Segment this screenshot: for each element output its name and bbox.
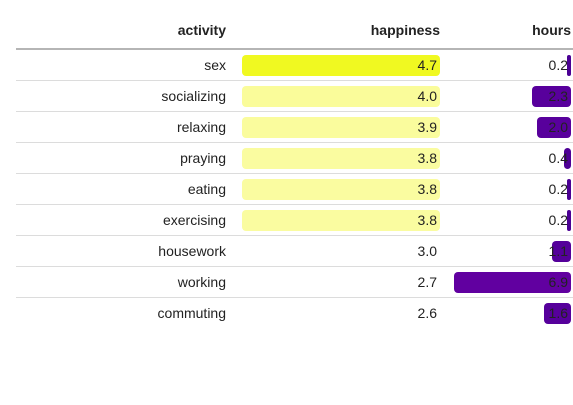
happiness-value: 4.7 xyxy=(417,56,437,73)
happiness-cell: 3.8 xyxy=(230,204,444,236)
hours-value: 6.9 xyxy=(548,273,568,290)
header-row: activity happiness hours xyxy=(16,14,573,50)
hours-value: 1.1 xyxy=(548,242,568,259)
header-happiness[interactable]: happiness xyxy=(230,14,444,50)
happiness-value: 2.7 xyxy=(417,273,437,290)
activity-cell: relaxing xyxy=(16,111,230,143)
happiness-cell: 2.7 xyxy=(230,266,444,298)
happiness-value: 3.9 xyxy=(417,118,437,135)
hours-bar xyxy=(537,116,571,138)
hours-bar xyxy=(543,302,571,324)
table-row: socializing 4.0 2.3 xyxy=(16,80,573,112)
table-row: housework 3.0 1.1 xyxy=(16,235,573,267)
table-row: working 2.7 6.9 xyxy=(16,266,573,298)
happiness-cell: 3.9 xyxy=(230,111,444,143)
happiness-value: 3.0 xyxy=(417,242,437,259)
table-body: sex 4.7 0.2 socializing 4.0 2.3 relaxing 3.9 2.0… xyxy=(16,49,573,328)
table-row: exercising 3.8 0.2 xyxy=(16,204,573,236)
happiness-value: 3.8 xyxy=(417,149,437,166)
table-row: eating 3.8 0.2 xyxy=(16,173,573,205)
hours-value: 0.2 xyxy=(548,180,568,197)
table-row: sex 4.7 0.2 xyxy=(16,49,573,81)
happiness-cell: 2.6 xyxy=(230,298,444,329)
activity-table: activity happiness hours sex 4.7 0.2 social… xyxy=(16,14,573,328)
happiness-value: 2.6 xyxy=(417,304,437,321)
table-row: relaxing 3.9 2.0 xyxy=(16,111,573,143)
hours-cell: 2.0 xyxy=(444,111,573,143)
hours-cell: 1.6 xyxy=(444,298,573,329)
hours-bar xyxy=(552,240,571,262)
hours-cell: 6.9 xyxy=(444,266,573,298)
hours-bar xyxy=(567,178,571,200)
activity-cell: praying xyxy=(16,142,230,174)
activity-cell: eating xyxy=(16,173,230,205)
happiness-cell: 3.8 xyxy=(230,173,444,205)
hours-cell: 0.2 xyxy=(444,49,573,81)
hours-bar xyxy=(454,271,571,293)
hours-value: 2.0 xyxy=(548,118,568,135)
hours-cell: 0.2 xyxy=(444,204,573,236)
hours-bar xyxy=(567,209,571,231)
happiness-bar xyxy=(242,178,440,200)
table-container: activity happiness hours sex 4.7 0.2 social… xyxy=(16,14,573,328)
table-row: praying 3.8 0.4 xyxy=(16,142,573,174)
happiness-cell: 3.0 xyxy=(230,235,444,267)
table-row: commuting 2.6 1.6 xyxy=(16,298,573,329)
hours-value: 0.4 xyxy=(548,149,568,166)
happiness-value: 3.8 xyxy=(417,180,437,197)
header-activity[interactable]: activity xyxy=(16,14,230,50)
hours-cell: 0.4 xyxy=(444,142,573,174)
hours-value: 0.2 xyxy=(548,211,568,228)
happiness-cell: 4.0 xyxy=(230,80,444,112)
activity-cell: socializing xyxy=(16,80,230,112)
activity-cell: exercising xyxy=(16,204,230,236)
happiness-bar xyxy=(242,54,440,76)
hours-bar xyxy=(564,147,571,169)
hours-bar xyxy=(567,54,571,76)
activity-cell: commuting xyxy=(157,305,226,321)
hours-value: 0.2 xyxy=(548,56,568,73)
happiness-cell: 4.7 xyxy=(230,49,444,81)
hours-value: 2.3 xyxy=(548,87,568,104)
hours-value: 1.6 xyxy=(548,304,568,321)
activity-cell: working xyxy=(16,266,230,298)
activity-cell: sex xyxy=(16,49,230,81)
hours-bar xyxy=(532,85,571,107)
happiness-cell: 3.8 xyxy=(230,142,444,174)
happiness-bar xyxy=(242,147,440,169)
happiness-bar xyxy=(242,116,440,138)
activity-cell: housework xyxy=(16,235,230,267)
hours-cell: 0.2 xyxy=(444,173,573,205)
happiness-value: 3.8 xyxy=(417,211,437,228)
happiness-bar xyxy=(242,85,440,107)
header-hours[interactable]: hours xyxy=(444,14,573,50)
hours-cell: 1.1 xyxy=(444,235,573,267)
hours-cell: 2.3 xyxy=(444,80,573,112)
happiness-bar xyxy=(242,209,440,231)
happiness-value: 4.0 xyxy=(417,87,437,104)
